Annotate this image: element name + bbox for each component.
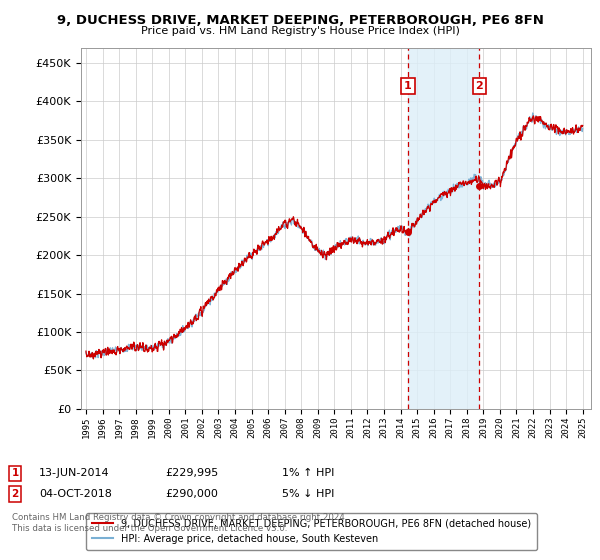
Text: Price paid vs. HM Land Registry's House Price Index (HPI): Price paid vs. HM Land Registry's House …	[140, 26, 460, 36]
Bar	[408, 48, 479, 409]
Text: 2: 2	[11, 489, 19, 499]
Text: 2: 2	[475, 81, 483, 91]
Text: 1: 1	[11, 468, 19, 478]
Text: 5% ↓ HPI: 5% ↓ HPI	[282, 489, 334, 499]
Text: 13-JUN-2014: 13-JUN-2014	[39, 468, 110, 478]
Legend: 9, DUCHESS DRIVE, MARKET DEEPING, PETERBOROUGH, PE6 8FN (detached house), HPI: A: 9, DUCHESS DRIVE, MARKET DEEPING, PETERB…	[86, 513, 537, 549]
Text: 1: 1	[404, 81, 412, 91]
Text: 9, DUCHESS DRIVE, MARKET DEEPING, PETERBOROUGH, PE6 8FN: 9, DUCHESS DRIVE, MARKET DEEPING, PETERB…	[56, 14, 544, 27]
Text: Contains HM Land Registry data © Crown copyright and database right 2024.: Contains HM Land Registry data © Crown c…	[12, 513, 347, 522]
Text: 1% ↑ HPI: 1% ↑ HPI	[282, 468, 334, 478]
Text: 04-OCT-2018: 04-OCT-2018	[39, 489, 112, 499]
Text: £229,995: £229,995	[165, 468, 218, 478]
Text: £290,000: £290,000	[165, 489, 218, 499]
Text: This data is licensed under the Open Government Licence v3.0.: This data is licensed under the Open Gov…	[12, 524, 287, 533]
